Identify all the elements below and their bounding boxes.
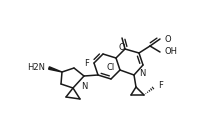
Text: O: O — [119, 43, 125, 52]
Text: N: N — [139, 69, 145, 77]
Text: F: F — [84, 59, 89, 67]
Text: Cl: Cl — [107, 63, 115, 72]
Polygon shape — [49, 67, 62, 72]
Text: H2N: H2N — [27, 64, 45, 72]
Text: F: F — [158, 82, 163, 91]
Text: N: N — [81, 82, 87, 91]
Text: O: O — [165, 35, 172, 44]
Text: OH: OH — [165, 47, 178, 57]
